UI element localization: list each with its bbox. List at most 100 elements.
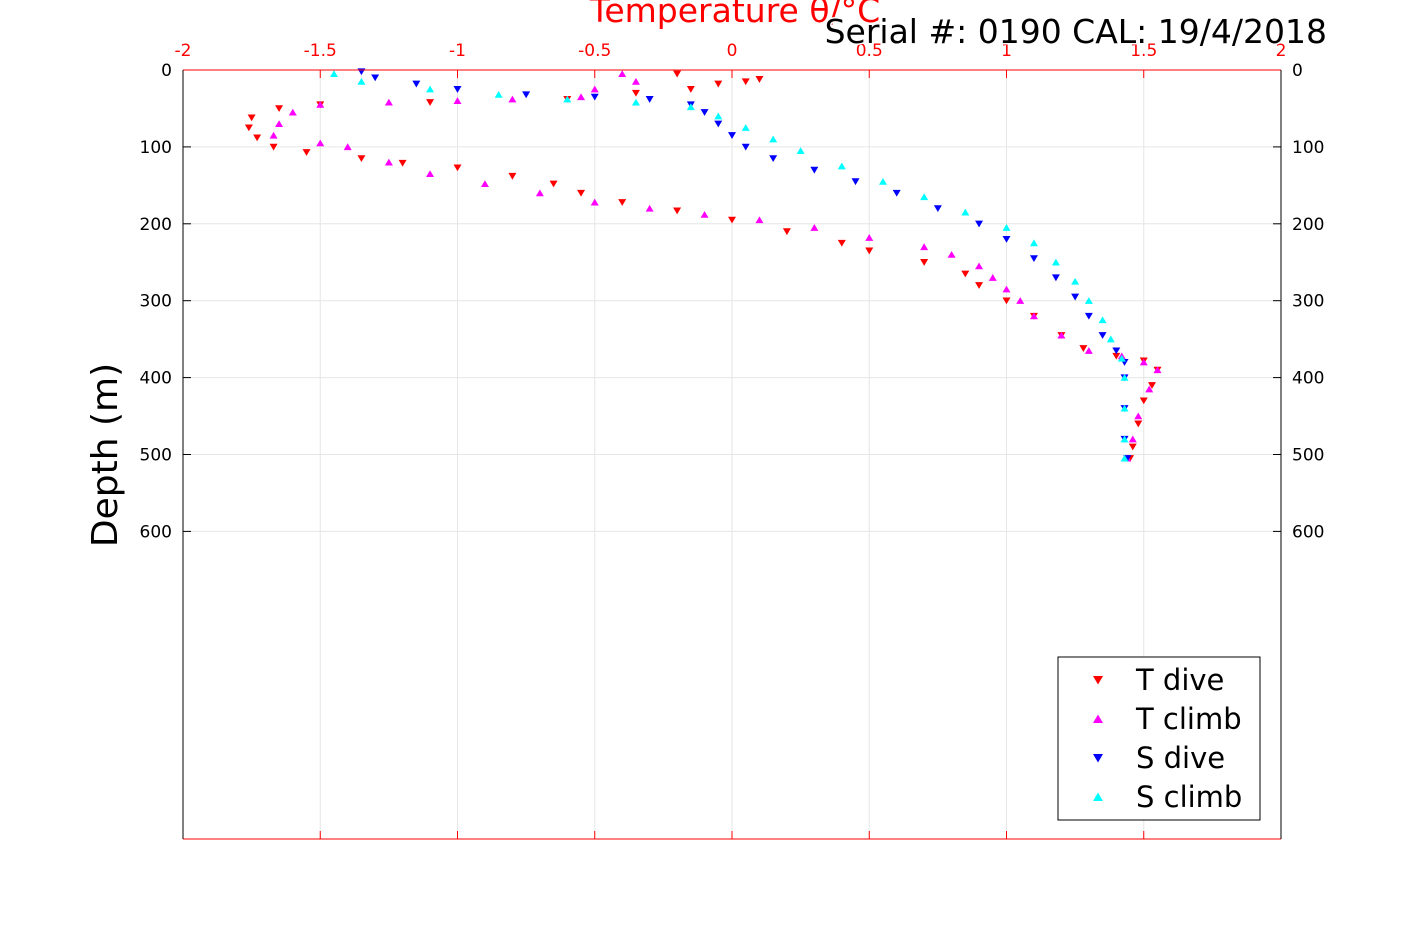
data-point [1084,347,1093,354]
data-point [563,95,572,103]
data-point [508,172,517,180]
data-point [865,247,874,255]
series-s-climb [329,70,1129,462]
data-point [253,134,262,142]
x-tick-label: -0.5 [578,41,611,61]
data-point [1128,443,1137,451]
data-point [618,199,627,206]
data-point [1002,285,1011,293]
data-point [741,143,750,151]
x-tick-label: 0.5 [856,41,883,61]
chart-title: Temperature θ/°C [589,0,880,30]
data-point [1079,345,1088,352]
data-point [522,91,531,99]
data-point [975,282,984,289]
data-point [1153,366,1162,374]
y-tick-label-left: 0 [161,61,172,81]
data-point [755,76,764,83]
data-point [494,91,503,98]
data-point [1120,374,1129,381]
data-point [316,139,325,147]
data-point [275,120,284,128]
data-point [700,109,709,116]
y-tick-label-left: 200 [140,215,172,235]
data-point [453,164,462,172]
data-point [549,180,558,188]
data-point [933,205,942,213]
legend-label-t-climb: T climb [1135,702,1242,736]
y-tick-label-right: 100 [1292,138,1324,158]
data-point [714,112,723,120]
x-tick-label: 0 [727,41,738,61]
data-point [1002,224,1011,231]
data-point [961,270,970,278]
data-point [947,250,956,258]
data-point [247,114,256,122]
y-tick-label-left: 400 [140,369,172,389]
x-tick-label: -1.5 [304,41,337,61]
data-point [590,198,599,206]
legend-box [1057,656,1261,821]
data-point [1128,435,1137,443]
data-point [1051,258,1060,266]
data-point [1117,354,1126,362]
data-point [480,180,489,188]
data-point [371,74,380,82]
series-t-dive [244,70,1162,462]
data-point [645,204,654,212]
data-point [269,131,278,139]
data-point [769,135,778,143]
data-point [728,216,736,224]
data-point [1029,255,1038,263]
data-point [1112,347,1121,355]
data-point [837,239,846,247]
data-point [645,96,654,103]
data-point [1120,454,1129,462]
data-point [1134,412,1143,420]
data-point [810,166,819,174]
data-point [878,177,887,185]
data-point [398,159,407,167]
data-point [631,77,640,85]
series-s-dive [357,68,1132,462]
data-point [961,208,970,216]
data-point [1112,352,1121,360]
data-point [453,86,462,93]
legend-label-t-dive: T dive [1135,663,1224,697]
data-point [631,98,640,106]
data-point [426,85,435,93]
data-point [673,207,682,215]
data-point [920,243,929,251]
data-point [1071,293,1080,301]
data-point [851,178,860,186]
data-point [714,80,723,88]
data-point [892,189,901,197]
data-point [1057,331,1066,339]
data-point [329,70,338,78]
data-point [975,262,984,270]
data-point [357,77,366,85]
data-point [1120,404,1129,412]
y-tick-label-right: 500 [1292,446,1324,466]
data-point [1002,297,1011,305]
data-point [810,224,819,231]
data-point [590,85,599,93]
data-point [618,70,627,78]
data-point [316,101,325,108]
data-point [590,93,599,101]
x-tick-label: 1.5 [1130,41,1157,61]
data-point [426,170,435,178]
data-point [631,89,640,97]
y-tick-label-left: 300 [140,292,172,312]
data-point [1106,335,1115,343]
data-point [755,216,764,224]
data-point [975,220,984,228]
series-t-climb [269,70,1162,462]
y-tick-label-right: 600 [1292,522,1324,542]
data-point [343,143,352,151]
data-point [426,99,435,106]
data-point [1084,297,1093,304]
data-point [577,189,586,197]
y-axis-label: Depth (m) [85,363,126,547]
